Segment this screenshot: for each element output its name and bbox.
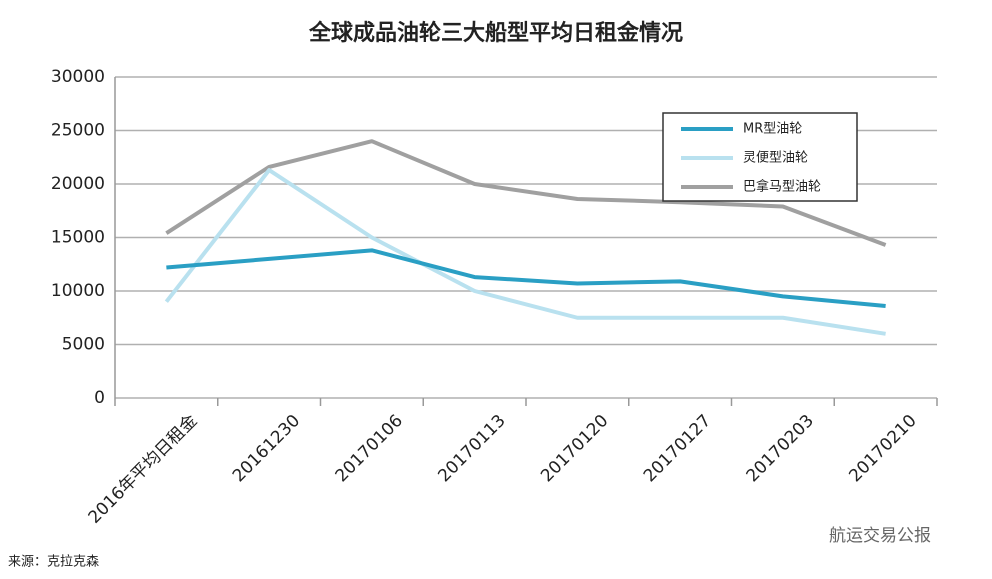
y-tick-label: 20000 bbox=[51, 174, 105, 194]
y-tick-label: 15000 bbox=[51, 228, 105, 248]
y-tick-label: 25000 bbox=[51, 121, 105, 141]
y-tick-label: 0 bbox=[94, 388, 105, 408]
legend-label: 灵便型油轮 bbox=[743, 151, 808, 166]
y-tick-label: 30000 bbox=[51, 67, 105, 87]
series-line bbox=[164, 168, 886, 336]
chart-title: 全球成品油轮三大船型平均日租金情况 bbox=[308, 20, 683, 46]
legend-label: MR型油轮 bbox=[743, 122, 802, 137]
watermark: 航运交易公报 bbox=[829, 526, 931, 546]
legend-label: 巴拿马型油轮 bbox=[743, 179, 821, 195]
source: 来源：克拉克森 bbox=[8, 555, 99, 570]
y-tick-label: 10000 bbox=[51, 281, 105, 301]
series-line bbox=[165, 139, 887, 247]
series-line bbox=[166, 248, 886, 308]
y-tick-label: 5000 bbox=[62, 335, 105, 355]
